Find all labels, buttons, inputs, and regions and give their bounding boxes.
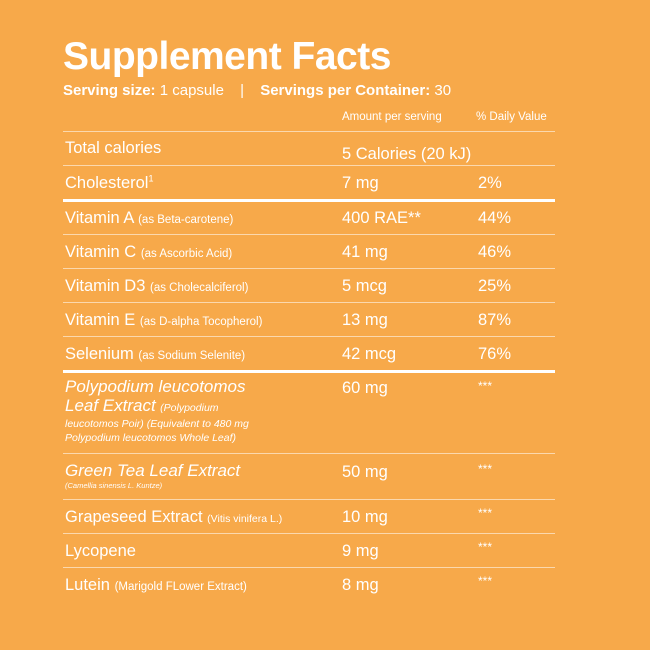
nutrient-amount: 42 mcg [342,345,397,363]
serving-separator: | [240,82,245,99]
nutrient-name: Polypodium leucotomos [65,377,246,396]
supplement-facts-panel: Supplement Facts Serving size: 1 capsule… [63,34,555,601]
nutrient-name-wrap: Vitamin C (as Ascorbic Acid) [65,243,232,262]
nutrient-name: Selenium [65,345,134,363]
nutrient-source: (as Sodium Selenite) [138,350,246,362]
serving-size-label: Serving size: [63,82,156,99]
nutrient-amount: 60 mg [342,379,388,397]
table-row: Selenium (as Sodium Selenite) 42 mcg 76% [63,336,555,370]
amount-column-header: Amount per serving [342,111,442,123]
nutrient-name: Cholesterol [65,174,149,192]
nutrient-daily-value: 44% [478,209,512,227]
table-row: Vitamin E (as D-alpha Tocopherol) 13 mg … [63,302,555,336]
table-row: Grapeseed Extract (Vitis vinifera L.) 10… [63,499,555,533]
nutrient-name: Vitamin A [65,209,134,227]
table-row: Polypodium leucotomos Leaf Extract (Poly… [63,370,555,453]
nutrient-source-line3: Polypodium leucotomos Whole Leaf) [65,432,237,444]
table-row: Total calories 5 Calories (20 kJ) [63,131,555,165]
nutrient-amount: 10 mg [342,508,388,526]
nutrient-daily-value: *** [478,506,493,520]
nutrient-name: Grapeseed Extract [65,508,203,526]
nutrient-daily-value: 46% [478,243,512,261]
nutrient-name: Vitamin E [65,311,136,329]
nutrient-name-wrap: Cholesterol1 [65,174,153,193]
servings-per-container-label: Servings per Container: [260,82,431,99]
servings-per-container-value: 30 [434,82,452,99]
nutrient-source: (as Beta-carotene) [138,214,234,226]
nutrient-name-wrap: Lutein (Marigold FLower Extract) [65,576,247,595]
nutrient-name: Lutein [65,576,110,594]
nutrient-amount: 400 RAE** [342,209,421,227]
nutrient-name: Green Tea Leaf Extract [65,461,241,480]
nutrient-daily-value: 25% [478,277,512,295]
nutrient-source: (as D-alpha Tocopherol) [139,316,263,328]
serving-info: Serving size: 1 capsule | Servings per C… [63,81,555,101]
table-row: Green Tea Leaf Extract (Camellia sinensi… [63,453,555,499]
nutrient-name: Vitamin D3 [65,277,146,295]
nutrient-daily-value: 87% [478,311,512,329]
nutrient-name: Lycopene [65,542,136,560]
nutrient-amount: 41 mg [342,243,388,261]
nutrient-amount: 7 mg [342,174,379,192]
table-row: Vitamin D3 (as Cholecalciferol) 5 mcg 25… [63,268,555,302]
nutrient-name-wrap: Vitamin D3 (as Cholecalciferol) [65,277,248,296]
nutrient-name-block: Polypodium leucotomos Leaf Extract (Poly… [65,377,249,445]
nutrient-name-wrap: Vitamin A (as Beta-carotene) [65,209,233,228]
nutrient-amount: 5 mcg [342,277,387,295]
nutrient-name: Vitamin C [65,243,137,261]
table-row: Vitamin A (as Beta-carotene) 400 RAE** 4… [63,199,555,234]
nutrient-name-line2: Leaf Extract (Polypodium [65,397,249,417]
nutrient-name-wrap: Selenium (as Sodium Selenite) [65,345,245,364]
column-headers: Amount per serving % Daily Value [63,101,555,131]
serving-size-value: 1 capsule [159,82,224,99]
nutrient-source: (Polypodium [160,402,219,414]
nutrient-amount: 50 mg [342,463,388,481]
nutrient-daily-value: *** [478,462,493,476]
page-title: Supplement Facts [63,35,391,78]
nutrient-daily-value: 76% [478,345,512,363]
table-row: Vitamin C (as Ascorbic Acid) 41 mg 46% [63,234,555,268]
nutrient-daily-value: *** [478,540,493,554]
nutrient-source: (Vitis vinifera L.) [207,513,283,525]
nutrient-name-wrap: Vitamin E (as D-alpha Tocopherol) [65,311,262,330]
nutrient-name-wrap: Grapeseed Extract (Vitis vinifera L.) [65,508,282,527]
table-row: Lutein (Marigold FLower Extract) 8 mg **… [63,567,555,601]
nutrient-amount: 13 mg [342,311,388,329]
table-row: Cholesterol1 7 mg 2% [63,165,555,199]
nutrient-name-cont: Leaf Extract [65,396,156,415]
footnote-marker: 1 [148,173,154,184]
nutrient-source: (Marigold FLower Extract) [114,581,247,593]
nutrient-amount: 5 Calories (20 kJ) [342,145,472,163]
daily-value-column-header: % Daily Value [476,111,547,123]
nutrient-source: (as Cholecalciferol) [150,282,249,294]
nutrient-source-line2: leucotomos Poir) (Equivalent to 480 mg [65,418,249,430]
nutrient-source: (Camellia sinensis L. Kuntze) [65,481,163,490]
nutrient-amount: 9 mg [342,542,379,560]
nutrient-source: (as Ascorbic Acid) [140,248,233,260]
nutrient-daily-value: *** [478,379,493,393]
nutrient-daily-value: 2% [478,174,502,192]
table-row: Lycopene 9 mg *** [63,533,555,567]
nutrient-amount: 8 mg [342,576,379,594]
nutrient-daily-value: *** [478,574,493,588]
nutrient-name-block: Green Tea Leaf Extract (Camellia sinensi… [65,461,240,490]
nutrient-name: Total calories [65,139,162,157]
